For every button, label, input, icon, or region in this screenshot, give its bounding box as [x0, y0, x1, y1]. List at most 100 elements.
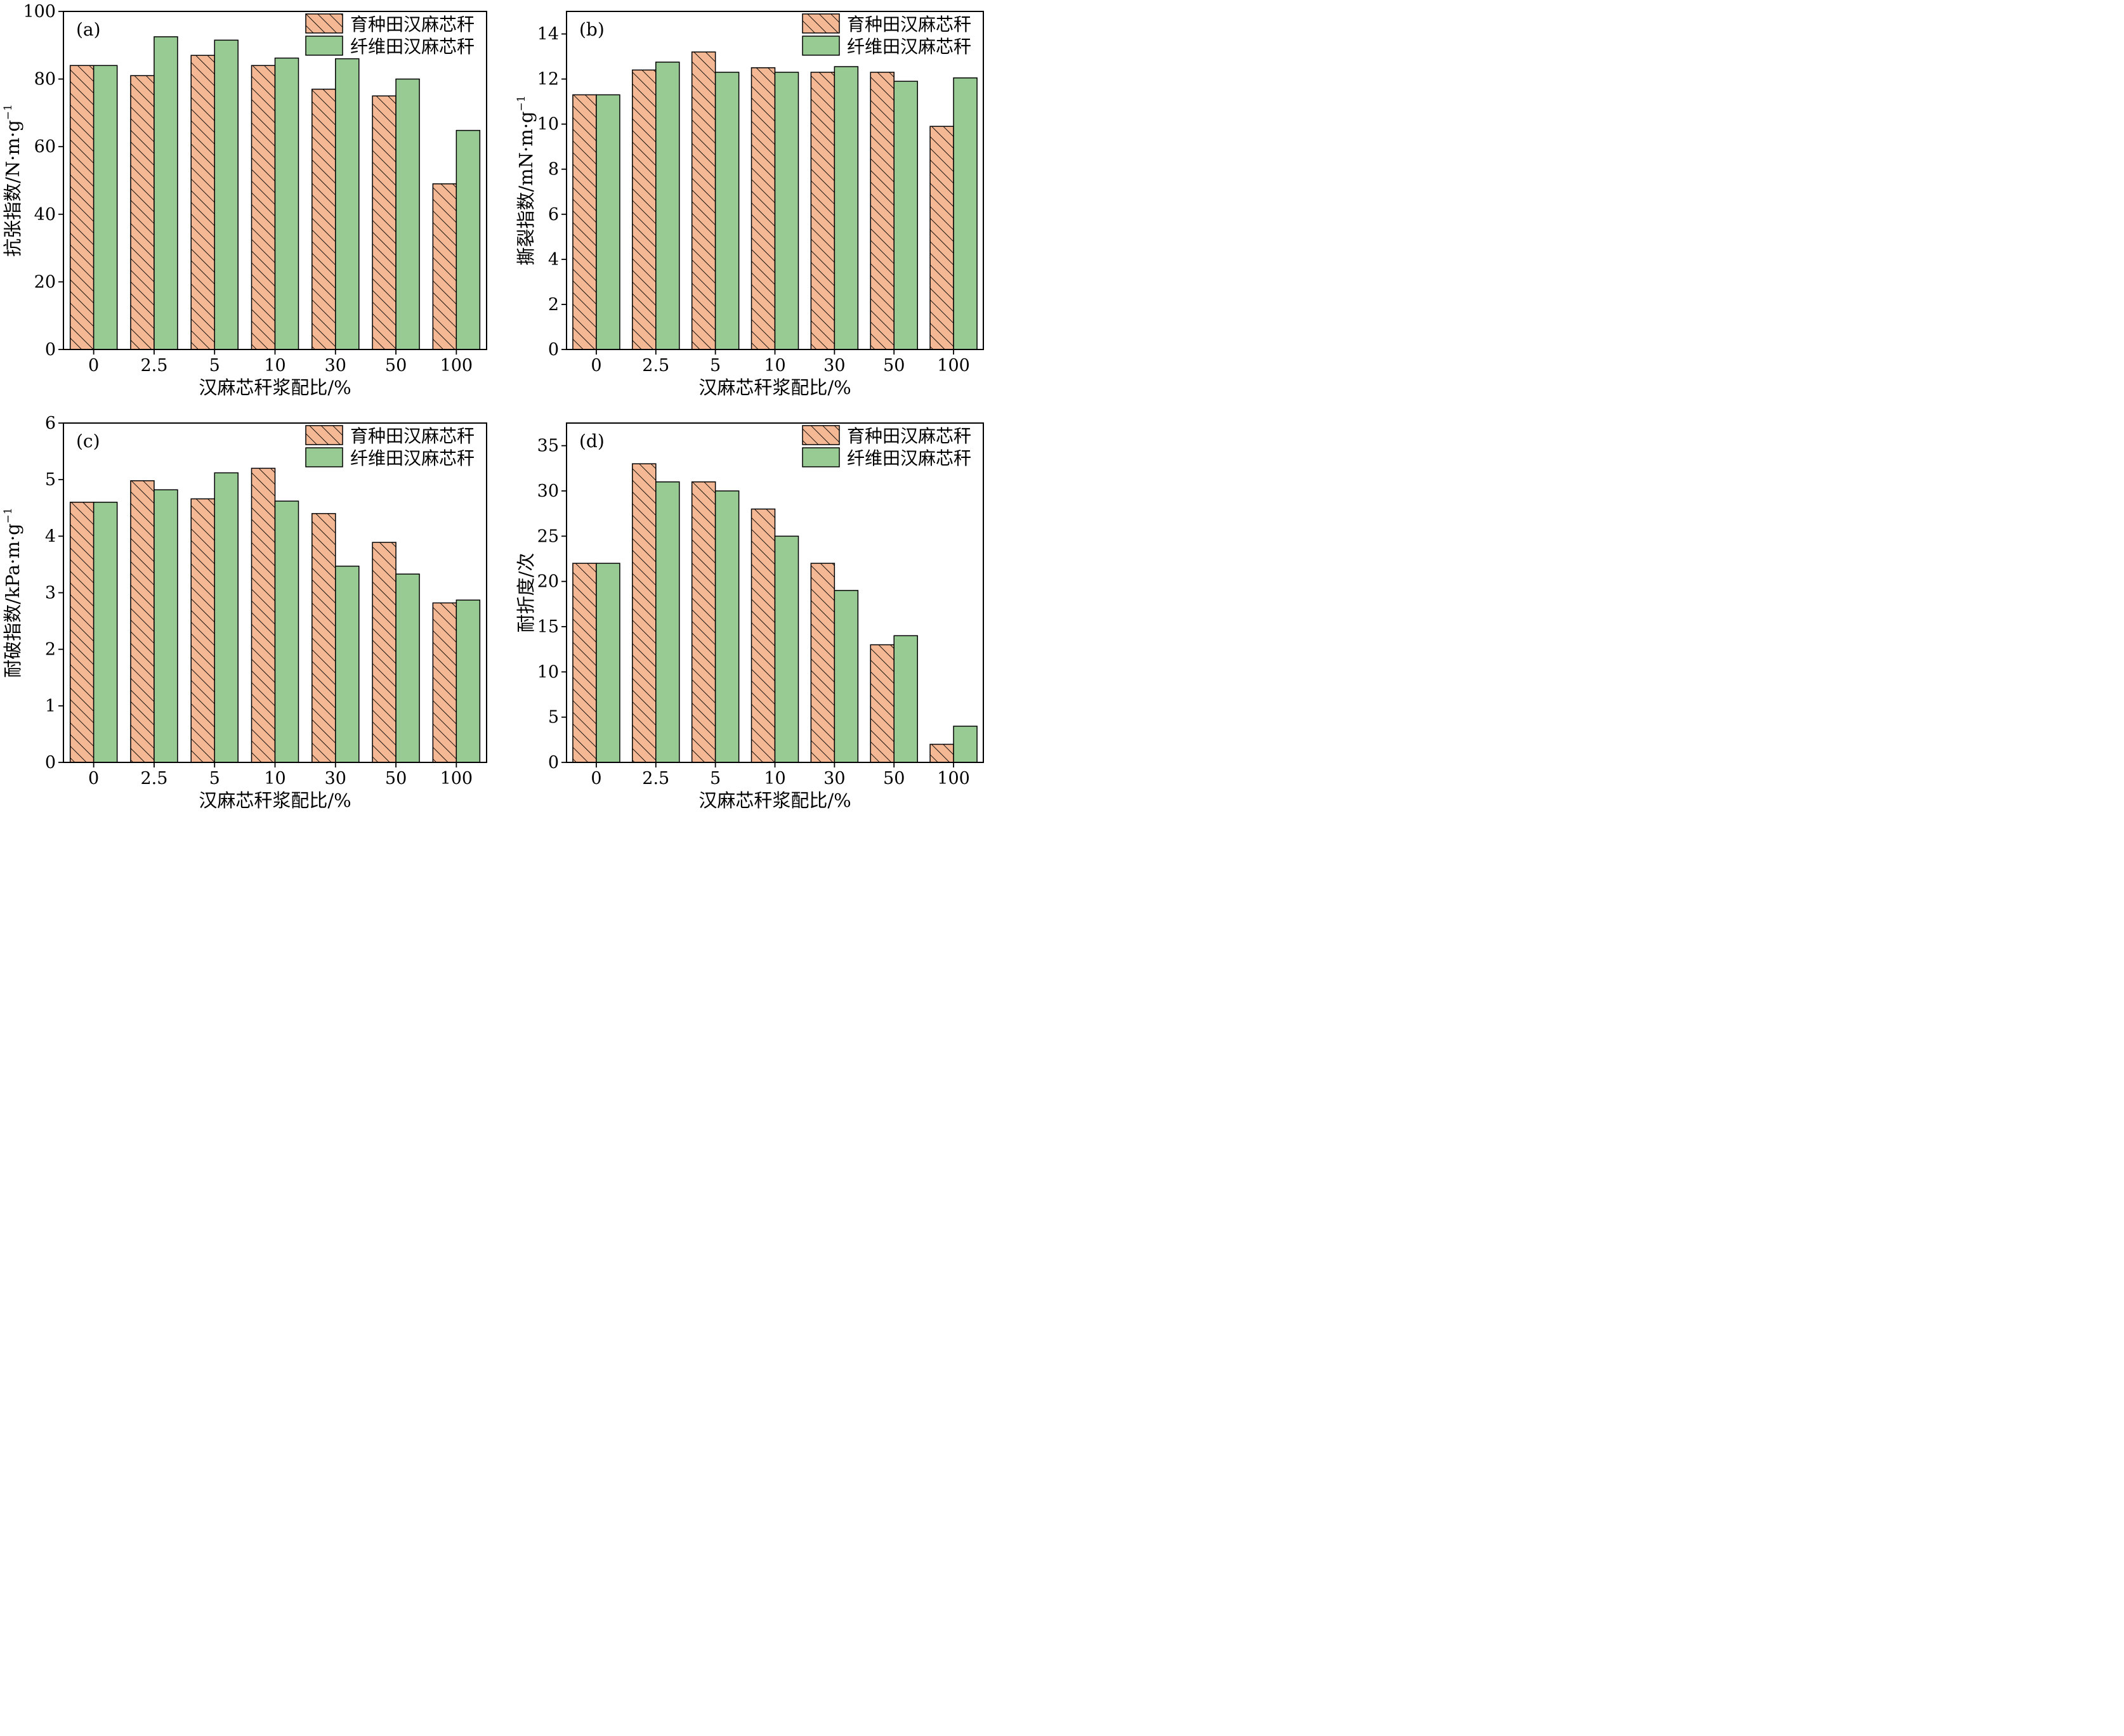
- chart-panel-2: 0 2.5 5 10 30 50 100 0 2 4 6 8 10 12 14 汉麻芯秆浆配比/% 撕裂指数/m…: [515, 11, 984, 398]
- bar-fiber-p1-4: [335, 58, 360, 350]
- bar-fiber-p3-5: [395, 573, 420, 763]
- bar-fiber-p4-1: [655, 481, 680, 763]
- bar-breeding-p2-5: [870, 72, 895, 350]
- plot-frame: [63, 11, 487, 350]
- bar-breeding-p4-1: [632, 463, 657, 763]
- x-tick-label: 30: [823, 356, 845, 375]
- x-tick-label: 10: [264, 356, 285, 375]
- legend-swatch-fiber: [305, 447, 343, 467]
- chart-panel-3: 0 2.5 5 10 30 50 100 0 1 2 3 4 5 6 汉麻芯秆浆配比/% 耐破指数/kPa·m…: [2, 414, 487, 811]
- y-tick-label: 0: [548, 753, 559, 773]
- x-tick-label: 2.5: [642, 769, 669, 788]
- bar-fiber-p1-3: [274, 57, 299, 350]
- plot-frame: [566, 422, 984, 763]
- bar-breeding-p3-5: [372, 542, 397, 763]
- x-tick-label: 100: [937, 769, 970, 788]
- y-tick-label: 2: [548, 295, 559, 315]
- y-tick-label: 30: [537, 481, 559, 501]
- y-tick-label: 2: [45, 640, 56, 660]
- legend-swatch-breeding: [802, 13, 840, 34]
- bar-breeding-p4-3: [751, 508, 776, 763]
- y-tick-label: 3: [45, 584, 56, 603]
- bar-breeding-p1-3: [251, 65, 276, 350]
- legend-label-breeding: 育种田汉麻芯秆: [350, 14, 475, 35]
- y-tick-label: 0: [45, 340, 56, 360]
- y-tick-label: 100: [23, 2, 56, 22]
- y-axis-label-superscript: −1: [2, 507, 15, 523]
- panel-label: (a): [76, 19, 101, 40]
- figure: 0 2.5 5 10 30 50 100020406080100汉麻芯秆浆配比/%抗张指数/…: [2, 2, 984, 811]
- bar-fiber-p3-4: [335, 565, 360, 763]
- bar-breeding-p1-6: [432, 183, 457, 350]
- bar-breeding-p2-3: [751, 67, 776, 350]
- x-tick-label: 50: [883, 356, 905, 375]
- legend-label-fiber: 纤维田汉麻芯秆: [350, 36, 475, 57]
- bar-fiber-p3-0: [93, 502, 118, 763]
- x-tick-label: 5: [209, 356, 220, 375]
- x-tick-label: 50: [883, 769, 905, 788]
- bar-fiber-p2-1: [655, 62, 680, 350]
- y-tick-label: 5: [548, 708, 559, 728]
- x-tick-label: 10: [764, 769, 785, 788]
- panel-label: (c): [76, 431, 100, 452]
- y-tick-label: 40: [34, 205, 56, 225]
- y-tick-label: 14: [537, 25, 559, 44]
- bar-fiber-p4-2: [714, 490, 740, 763]
- y-tick-label: 4: [548, 250, 559, 270]
- legend-swatch-breeding: [305, 13, 343, 34]
- x-tick-label: 2.5: [140, 356, 167, 375]
- y-tick-label: 1: [45, 696, 56, 716]
- x-tick-label: 5: [710, 769, 721, 788]
- bar-breeding-p1-2: [190, 55, 215, 350]
- bar-fiber-p4-4: [834, 590, 859, 763]
- y-axis-label: 撕裂指数/mN·m·g−1: [515, 95, 537, 265]
- x-tick-label: 100: [937, 356, 970, 375]
- bar-breeding-p4-2: [691, 481, 716, 763]
- y-axis-label: 耐破指数/kPa·m·g−1: [2, 507, 23, 677]
- y-tick-label: 0: [548, 340, 559, 360]
- legend-swatch-fiber: [305, 36, 343, 56]
- y-tick-label: 20: [537, 572, 559, 592]
- y-tick-label: 20: [34, 272, 56, 292]
- y-tick-label: 6: [548, 205, 559, 225]
- bar-fiber-p2-2: [714, 72, 740, 350]
- y-tick-label: 4: [45, 526, 56, 546]
- y-axis-label-superscript: −1: [515, 95, 528, 111]
- bar-breeding-p3-3: [251, 467, 276, 763]
- bar-fiber-p4-6: [953, 726, 978, 763]
- y-tick-label: 6: [45, 414, 56, 433]
- bar-fiber-p1-2: [214, 39, 239, 350]
- bar-fiber-p1-1: [154, 36, 178, 350]
- x-tick-label: 50: [385, 769, 407, 788]
- x-tick-label: 30: [325, 356, 346, 375]
- bar-breeding-p2-2: [691, 51, 716, 350]
- y-tick-label: 12: [537, 70, 559, 89]
- bar-breeding-p2-4: [810, 72, 836, 350]
- plot-frame: [566, 11, 984, 350]
- chart-panel-1: 0 2.5 5 10 30 50 100 0 20 40 60 80 100 汉麻芯秆浆配比/% 抗张指数/…: [2, 2, 487, 398]
- x-tick-label: 10: [764, 356, 785, 375]
- y-tick-label: 10: [537, 115, 559, 134]
- y-axis-label: 耐折度/次: [515, 553, 537, 633]
- x-tick-label: 2.5: [140, 769, 167, 788]
- bar-breeding-p3-0: [69, 502, 95, 763]
- bar-breeding-p2-1: [632, 69, 657, 350]
- bar-fiber-p3-3: [274, 500, 299, 763]
- panel-label: (d): [579, 431, 605, 452]
- bar-breeding-p3-2: [190, 498, 215, 763]
- bar-breeding-p4-5: [870, 644, 895, 763]
- bar-fiber-p4-5: [893, 635, 918, 763]
- x-tick-label: 0: [88, 356, 99, 375]
- x-tick-label: 5: [209, 769, 220, 788]
- legend-label-fiber: 纤维田汉麻芯秆: [847, 448, 971, 469]
- x-axis-label: 汉麻芯秆浆配比/%: [199, 377, 351, 398]
- y-axis-label-superscript: −1: [2, 104, 15, 120]
- x-tick-label: 0: [88, 769, 99, 788]
- x-tick-label: 100: [440, 356, 473, 375]
- bar-breeding-p1-4: [311, 88, 336, 350]
- legend-swatch-fiber: [802, 36, 840, 56]
- bar-breeding-p1-5: [372, 95, 397, 350]
- legend-label-breeding: 育种田汉麻芯秆: [847, 14, 971, 35]
